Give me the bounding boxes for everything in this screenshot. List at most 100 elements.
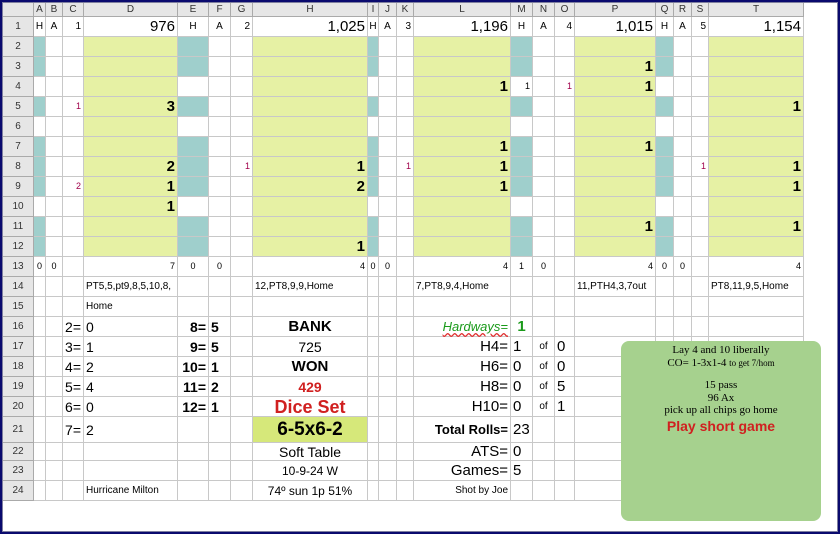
cell-I11[interactable]	[368, 217, 379, 237]
cell-G4[interactable]	[231, 77, 253, 97]
count-label-1[interactable]: 3=	[63, 337, 84, 357]
cell-C7[interactable]	[63, 137, 84, 157]
cell-O8[interactable]	[555, 157, 575, 177]
game-4-a-label[interactable]: A	[533, 17, 555, 37]
cell-L12[interactable]	[414, 237, 511, 257]
cell-L2[interactable]	[414, 37, 511, 57]
cell-C10[interactable]	[63, 197, 84, 217]
cell-H6[interactable]	[253, 117, 368, 137]
row-header-8[interactable]: 8	[3, 157, 34, 177]
row-header-24[interactable]: 24	[3, 481, 34, 501]
cell-N21[interactable]	[533, 417, 555, 443]
cell-B4[interactable]	[46, 77, 63, 97]
cell-H11[interactable]	[253, 217, 368, 237]
row-header-4[interactable]: 4	[3, 77, 34, 97]
cell-D4[interactable]	[84, 77, 178, 97]
cell-F12[interactable]	[209, 237, 231, 257]
cell-B20[interactable]	[46, 397, 63, 417]
column-header-L[interactable]: L	[414, 3, 511, 17]
cell-N14[interactable]	[533, 277, 555, 297]
cell-R12[interactable]	[674, 237, 692, 257]
cell-G22[interactable]	[231, 443, 253, 461]
game-1-tally-row-9[interactable]: 1	[84, 177, 178, 197]
hardway-of-2[interactable]: of	[533, 377, 555, 397]
cell-E4[interactable]	[178, 77, 209, 97]
column-header-P[interactable]: P	[575, 3, 656, 17]
cell-T12[interactable]	[709, 237, 804, 257]
game-1-number[interactable]: 1	[63, 17, 84, 37]
row-header-15[interactable]: 15	[3, 297, 34, 317]
cell-D7[interactable]	[84, 137, 178, 157]
cell-O22[interactable]	[555, 443, 575, 461]
table-type[interactable]: Soft Table	[253, 443, 368, 461]
strategy-note[interactable]: Lay 4 and 10 liberally CO= 1-3x1-4 to get…	[621, 341, 821, 521]
cell-B5[interactable]	[46, 97, 63, 117]
cell-J20[interactable]	[379, 397, 397, 417]
count-right-label-1[interactable]: 9=	[178, 337, 209, 357]
game-1-mark-row-9[interactable]: 2	[63, 177, 84, 197]
cell-B12[interactable]	[46, 237, 63, 257]
cell-L3[interactable]	[414, 57, 511, 77]
cell-M3[interactable]	[511, 57, 533, 77]
row-header-19[interactable]: 19	[3, 377, 34, 397]
cell-K12[interactable]	[397, 237, 414, 257]
cell-Q4[interactable]	[656, 77, 674, 97]
cell-J3[interactable]	[379, 57, 397, 77]
game-2-number[interactable]: 2	[231, 17, 253, 37]
cell-N4[interactable]	[533, 77, 555, 97]
cell-A19[interactable]	[34, 377, 46, 397]
cell-N22[interactable]	[533, 443, 555, 461]
count-value-3[interactable]: 4	[84, 377, 178, 397]
cell-A15[interactable]	[34, 297, 46, 317]
cell-J16[interactable]	[379, 317, 397, 337]
select-all-corner[interactable]	[3, 3, 34, 17]
cell-K6[interactable]	[397, 117, 414, 137]
cell-P16[interactable]	[575, 317, 656, 337]
game-3-tally-row-8[interactable]: 1	[414, 157, 511, 177]
cell-B7[interactable]	[46, 137, 63, 157]
cell-N8[interactable]	[533, 157, 555, 177]
cell-F22[interactable]	[209, 443, 231, 461]
cell-C3[interactable]	[63, 57, 84, 77]
cell-G10[interactable]	[231, 197, 253, 217]
cell-Q15[interactable]	[656, 297, 674, 317]
game-4-total[interactable]: 1,015	[575, 17, 656, 37]
cell-R6[interactable]	[674, 117, 692, 137]
cell-S9[interactable]	[692, 177, 709, 197]
cell-I8[interactable]	[368, 157, 379, 177]
column-header-R[interactable]: R	[674, 3, 692, 17]
cell-D11[interactable]	[84, 217, 178, 237]
cell-F9[interactable]	[209, 177, 231, 197]
cell-K18[interactable]	[397, 357, 414, 377]
cell-J24[interactable]	[379, 481, 397, 501]
dice-set-label[interactable]: Dice Set	[253, 397, 368, 417]
cell-N3[interactable]	[533, 57, 555, 77]
cell-B17[interactable]	[46, 337, 63, 357]
cell-G13[interactable]	[231, 257, 253, 277]
game-2-h-label[interactable]: H	[178, 17, 209, 37]
row-header-23[interactable]: 23	[3, 461, 34, 481]
row-header-12[interactable]: 12	[3, 237, 34, 257]
cell-J19[interactable]	[379, 377, 397, 397]
cell-P8[interactable]	[575, 157, 656, 177]
hardway-label-2[interactable]: H8=	[414, 377, 511, 397]
cell-S7[interactable]	[692, 137, 709, 157]
cell-K7[interactable]	[397, 137, 414, 157]
cell-A4[interactable]	[34, 77, 46, 97]
cell-M14[interactable]	[511, 277, 533, 297]
game-3-row13-1[interactable]: 0	[379, 257, 397, 277]
game-4-row13-1[interactable]: 0	[533, 257, 555, 277]
cell-H2[interactable]	[253, 37, 368, 57]
cell-B2[interactable]	[46, 37, 63, 57]
count-right-label-3[interactable]: 11=	[178, 377, 209, 397]
game-2-tally-row-8[interactable]: 1	[253, 157, 368, 177]
count-right-label-0[interactable]: 8=	[178, 317, 209, 337]
cell-S12[interactable]	[692, 237, 709, 257]
cell-B21[interactable]	[46, 417, 63, 443]
storm-note[interactable]: Hurricane Milton	[84, 481, 178, 501]
cell-E3[interactable]	[178, 57, 209, 77]
cell-F8[interactable]	[209, 157, 231, 177]
count-right-value-3[interactable]: 2	[209, 377, 231, 397]
cell-P5[interactable]	[575, 97, 656, 117]
row-header-21[interactable]: 21	[3, 417, 34, 443]
